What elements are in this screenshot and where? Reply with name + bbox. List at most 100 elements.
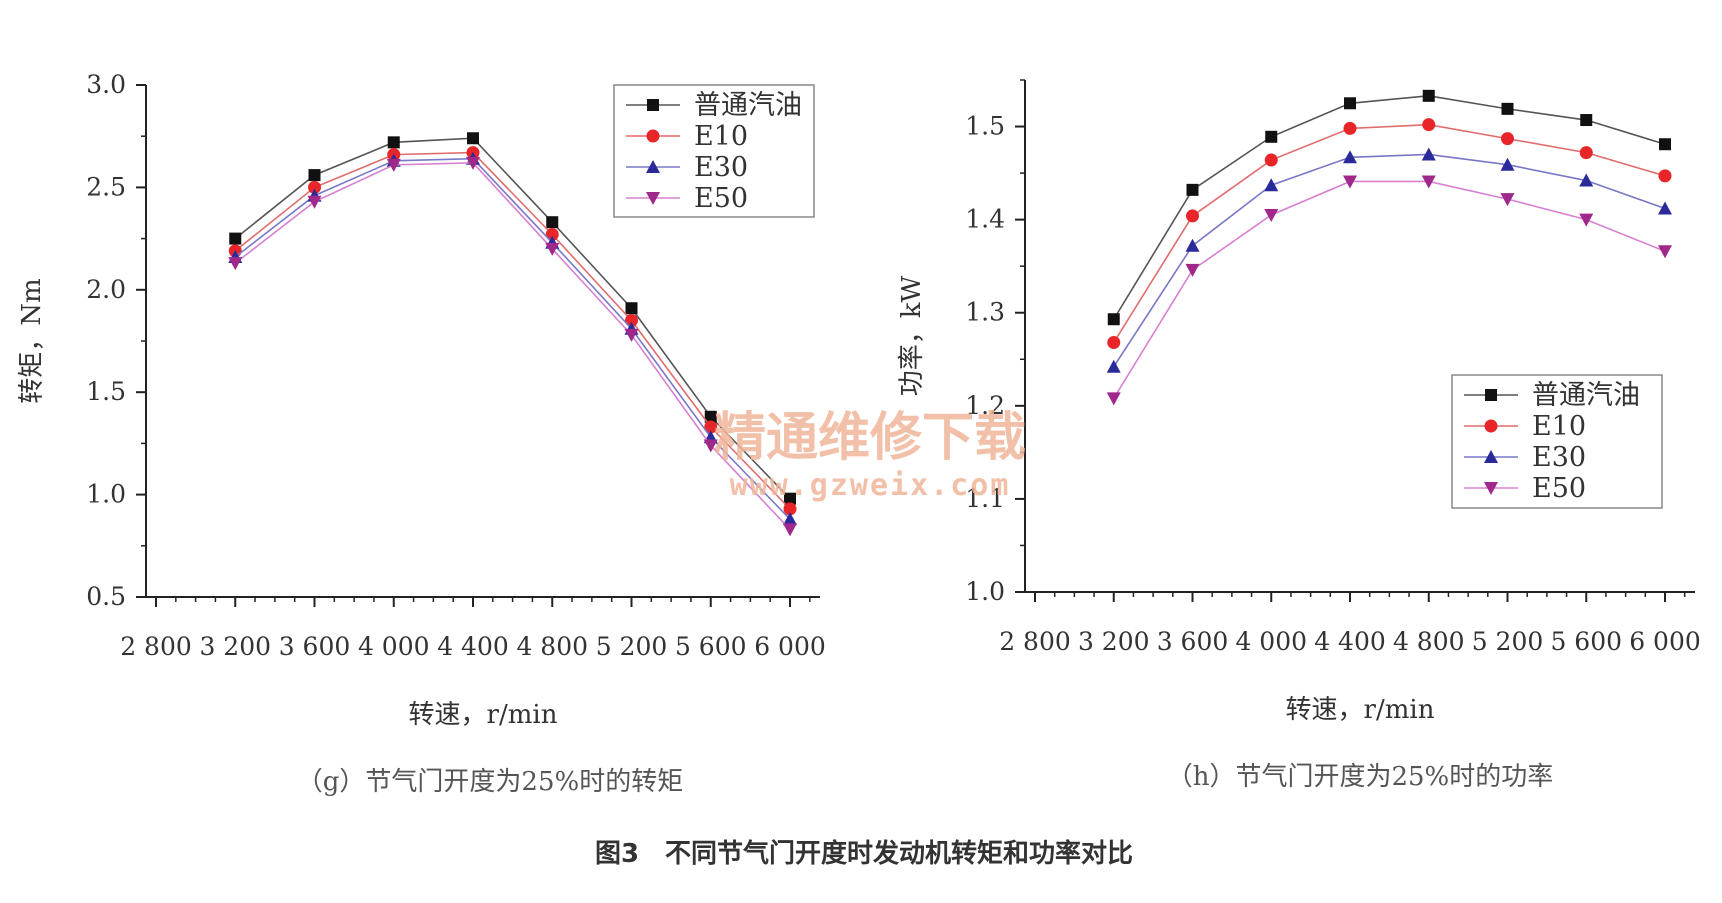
y-tick-label: 1.4 [965,205,1005,234]
data-point [1264,178,1279,192]
data-point [386,158,401,172]
series-line [234,151,791,510]
legend-marker [646,192,660,205]
data-point [783,512,797,526]
legend-label: E10 [694,121,748,152]
data-point [1501,132,1514,146]
data-point [308,169,321,182]
legend-label: E10 [1532,411,1586,442]
data-point [1658,169,1672,183]
data-point [387,136,400,149]
x-tick-label: 5 600 [675,632,747,661]
legend-marker [1485,389,1497,401]
y-tick-label: 3.0 [86,70,126,99]
legend-marker [646,160,660,173]
x-tick-label: 4 400 [437,632,509,661]
data-point [783,502,797,516]
data-point [1421,147,1436,161]
y-axis-label: 转矩，Nm [17,278,47,403]
data-point [1107,336,1121,350]
data-point [1580,114,1593,127]
data-point [546,216,559,229]
data-point [307,195,322,209]
y-axis-label: 功率，kW [897,275,927,396]
data-point [1185,238,1200,252]
data-point [308,180,321,194]
y-tick-label: 1.5 [965,112,1005,141]
x-tick-label: 4 800 [1393,627,1465,656]
data-point [1106,392,1121,406]
data-point [783,523,797,537]
legend-marker [1484,450,1498,463]
x-tick-label: 3 600 [279,632,351,661]
panel-caption: （h）节气门开度为25%时的功率 [1167,762,1554,792]
y-tick-label: 1.1 [965,484,1005,513]
y-tick-label: 1.0 [965,577,1005,606]
data-point [545,242,560,256]
series-普通汽油 [229,132,796,505]
data-point [625,302,638,315]
series-line [234,137,791,500]
watermark: 精通维修下载 www.gzweix.com [714,408,1026,503]
data-point [1579,173,1594,187]
y-tick-label: 1.5 [86,377,126,406]
data-point [1579,213,1594,227]
data-point [1501,102,1514,115]
x-tick-label: 6 000 [1629,627,1701,656]
y-tick-label: 1.3 [965,298,1005,327]
watermark-text: 精通维修下载 [714,408,1026,468]
data-point [1579,146,1593,160]
data-point [1344,97,1356,110]
series-line [1113,95,1666,320]
series-E50 [228,156,797,537]
x-tick-label: 4 000 [358,632,430,661]
data-point [1422,89,1435,102]
data-point [704,420,718,434]
data-point [1658,201,1672,215]
data-point [1264,208,1279,222]
legend-label: E50 [1532,473,1586,504]
legend-label: E30 [1532,442,1586,473]
x-tick-label: 5 600 [1550,627,1622,656]
series-普通汽油 [1107,89,1671,326]
data-point [1500,193,1515,207]
data-point [784,492,796,505]
data-point [466,156,480,170]
data-point [1106,359,1121,373]
data-point [1185,263,1200,277]
x-tick-label: 5 200 [1472,627,1544,656]
data-point [1658,245,1672,259]
chart-power: 2 800 3 200 3 600 4 000 4 400 4 800 5 200 5 600… [897,79,1701,792]
x-tick-label: 4 800 [516,632,588,661]
x-tick-label: 4 400 [1314,627,1386,656]
data-point [1265,130,1278,143]
series-line [1113,123,1666,343]
x-tick-label: 5 200 [596,632,668,661]
data-point [1659,138,1671,151]
data-point [1422,118,1436,132]
data-point [1343,175,1357,189]
series-E50 [1106,175,1672,406]
legend-label: E50 [694,183,748,214]
legend-marker [646,129,660,143]
x-tick-label: 3 200 [1078,627,1150,656]
series-E30 [1106,147,1672,373]
x-tick-label: 3 200 [199,632,271,661]
data-point [624,328,639,342]
x-tick-label: 2 800 [120,632,192,661]
legend-label: E30 [694,152,748,183]
series-E10 [1107,118,1672,350]
data-point [704,410,717,423]
watermark-url: www.gzweix.com [730,468,1011,503]
data-point [467,132,479,145]
x-axis-label: 转速，r/min [1286,695,1435,725]
data-point [228,257,243,271]
data-point [1107,313,1120,326]
panel-caption: （g）节气门开度为25%时的转矩 [297,767,683,797]
data-point [1186,209,1199,223]
series-line [234,157,791,520]
x-axis-label: 转速，r/min [409,700,558,730]
data-point [1343,121,1357,135]
